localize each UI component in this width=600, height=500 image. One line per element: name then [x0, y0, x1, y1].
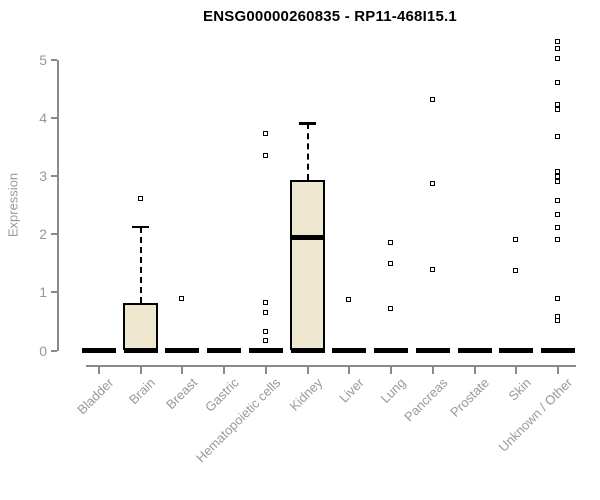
outlier-point: [555, 313, 561, 319]
whisker-cap: [132, 225, 150, 229]
outlier-point: [555, 169, 561, 175]
x-tick: [306, 367, 309, 374]
zero-bar: [374, 348, 409, 353]
x-axis-label: Liver: [336, 375, 367, 406]
outlier-point: [388, 240, 394, 245]
outlier-point: [555, 197, 561, 203]
x-axis-label: Brain: [126, 375, 159, 408]
box: [123, 302, 159, 351]
outlier-point: [137, 195, 143, 201]
outlier-point: [429, 266, 435, 272]
box: [290, 180, 326, 351]
whisker-cap: [299, 122, 317, 125]
x-tick: [264, 367, 267, 374]
y-tick-label: 5: [39, 52, 47, 68]
y-tick-label: 3: [39, 168, 47, 185]
whisker-line: [306, 123, 309, 181]
x-tick: [431, 367, 434, 374]
zero-bar: [82, 348, 116, 353]
x-axis-label: Kidney: [286, 375, 326, 414]
x-axis-line: [86, 365, 576, 367]
outlier-point: [555, 224, 561, 230]
median-line: [291, 234, 325, 240]
x-axis-label: Pancreas: [401, 375, 451, 425]
outlier-point: [555, 296, 561, 302]
y-tick-label: 1: [39, 284, 47, 301]
y-tick: [51, 175, 57, 178]
outlier-point: [429, 180, 435, 186]
y-tick-label: 4: [39, 110, 47, 127]
x-axis-label: Bladder: [74, 375, 117, 418]
y-tick: [51, 291, 57, 294]
x-tick: [515, 367, 518, 374]
zero-bar: [332, 348, 367, 353]
outlier-point: [555, 211, 561, 217]
x-tick: [473, 367, 476, 374]
y-tick-label: 0: [39, 342, 47, 359]
x-axis-label: Skin: [505, 375, 534, 404]
x-tick: [139, 367, 142, 374]
zero-bar: [499, 348, 534, 353]
outlier-point: [555, 102, 561, 108]
x-tick: [181, 367, 184, 374]
zero-bar: [541, 348, 576, 353]
outlier-point: [555, 237, 561, 243]
chart-title: ENSG00000260835 - RP11-468I15.1: [203, 8, 457, 25]
outlier-point: [262, 299, 268, 305]
y-tick: [51, 349, 57, 352]
outlier-point: [555, 134, 561, 140]
zero-bar: [248, 348, 283, 353]
outlier-point: [555, 318, 561, 324]
outlier-point: [555, 174, 561, 180]
outlier-point: [555, 55, 561, 61]
x-tick: [390, 367, 393, 374]
outlier-point: [555, 179, 561, 184]
y-tick-label: 2: [39, 226, 47, 243]
y-axis-line: [57, 60, 59, 351]
outlier-point: [555, 79, 561, 85]
zero-bar: [165, 348, 200, 353]
outlier-point: [262, 337, 268, 343]
y-tick: [51, 117, 57, 120]
x-axis-label: Breast: [162, 375, 201, 413]
outlier-point: [513, 237, 519, 243]
x-axis-label: Gastric: [202, 375, 242, 415]
outlier-point: [262, 152, 268, 158]
x-tick: [348, 367, 351, 374]
zero-bar: [207, 348, 242, 353]
outlier-point: [262, 130, 268, 136]
x-axis-label: Prostate: [447, 375, 493, 420]
zero-bar: [415, 348, 450, 353]
zero-bar: [123, 348, 158, 353]
x-tick: [223, 367, 226, 374]
outlier-point: [555, 45, 561, 51]
x-tick: [98, 367, 100, 374]
x-axis-label: Unknown / Other: [496, 375, 576, 455]
y-tick: [51, 59, 57, 61]
outlier-point: [388, 306, 394, 312]
x-tick: [557, 367, 560, 374]
outlier-point: [555, 38, 561, 44]
outlier-point: [262, 310, 268, 316]
x-axis-label: Lung: [377, 375, 409, 407]
outlier-point: [388, 260, 394, 266]
outlier-point: [555, 106, 561, 112]
zero-bar: [290, 348, 325, 353]
outlier-point: [179, 295, 185, 301]
whisker-line: [139, 226, 142, 303]
outlier-point: [429, 97, 435, 103]
outlier-point: [346, 296, 352, 302]
zero-bar: [457, 348, 492, 353]
outlier-point: [262, 329, 268, 335]
outlier-point: [513, 267, 519, 273]
y-tick: [51, 233, 57, 236]
